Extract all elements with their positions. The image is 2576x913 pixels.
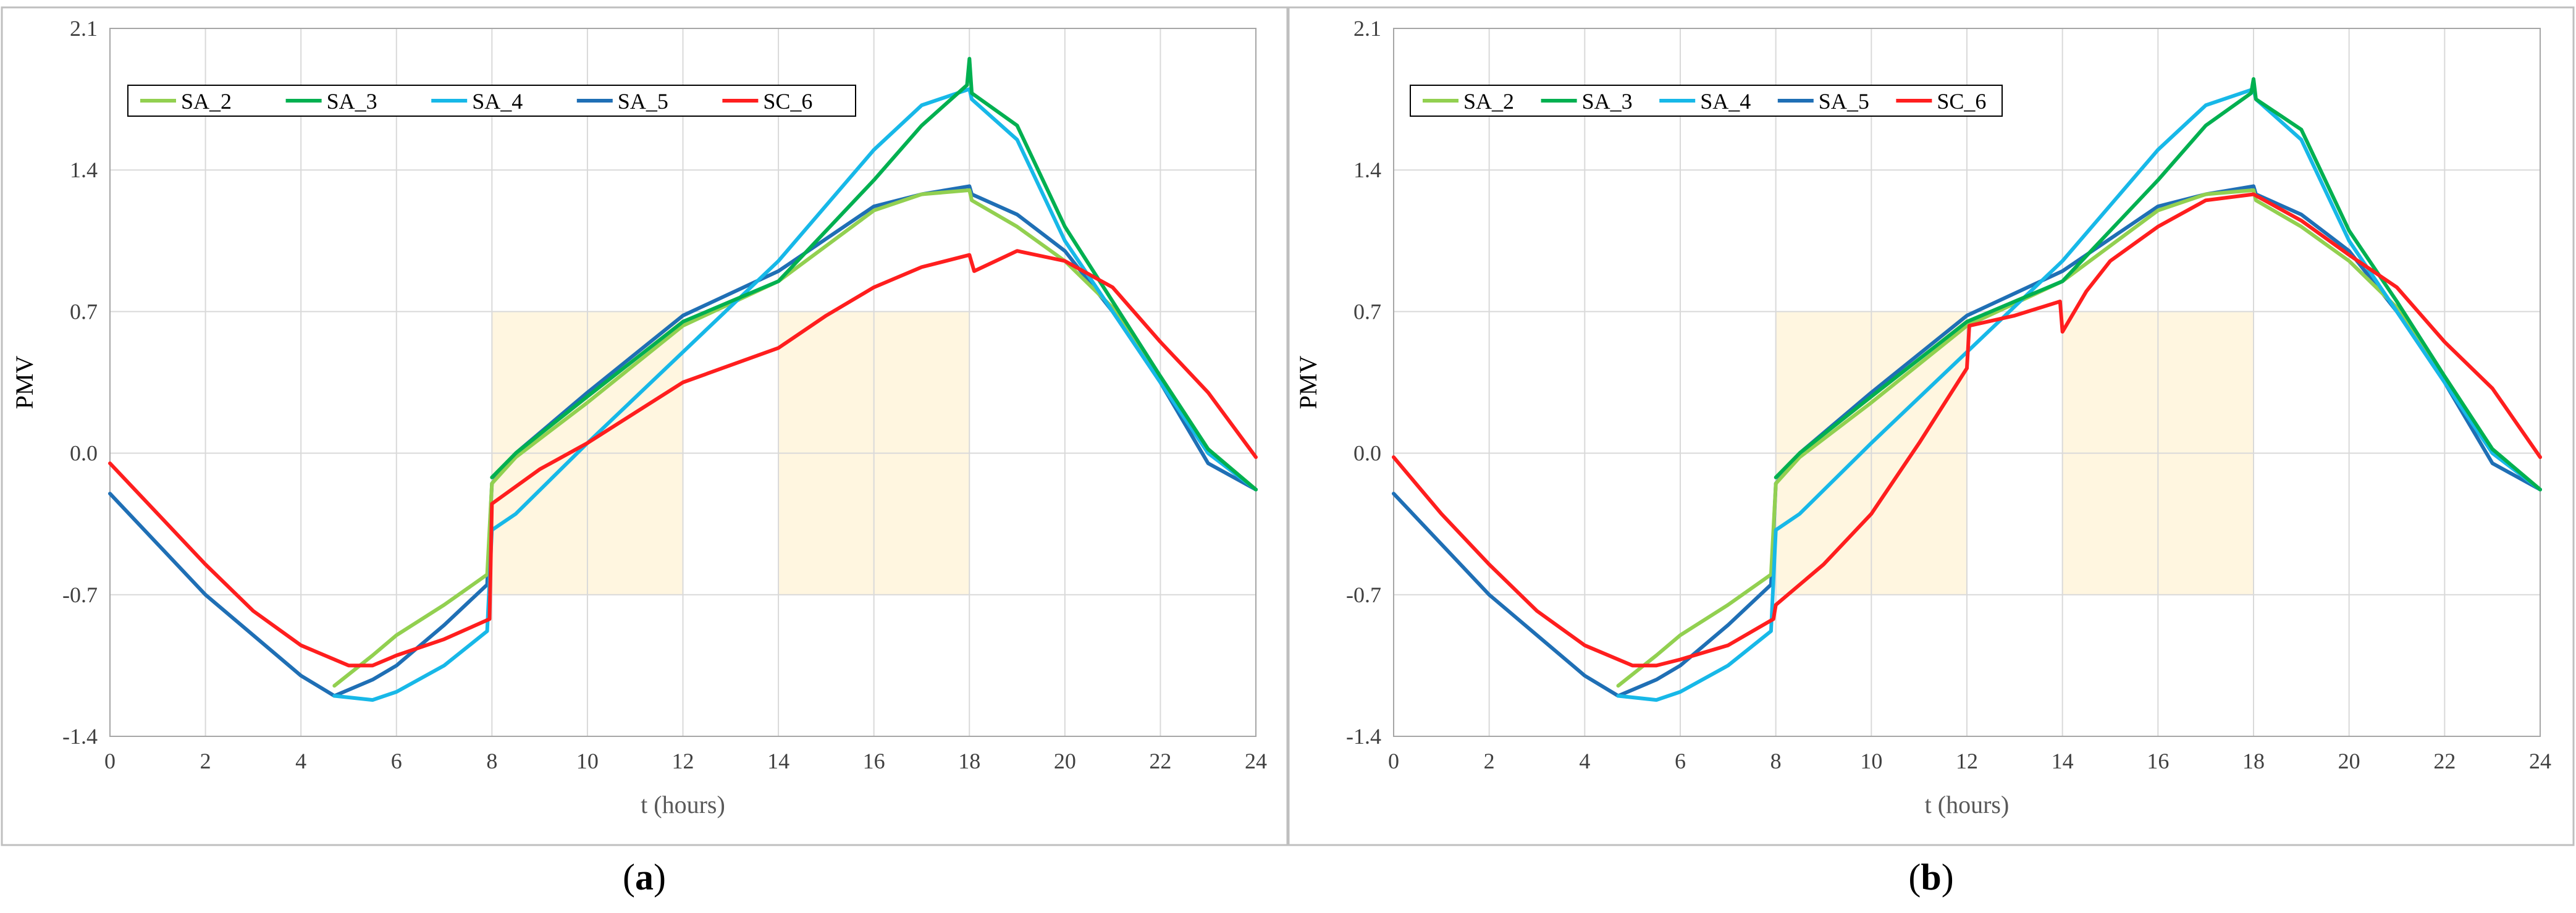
x-tick-label: 22: [2433, 749, 2456, 773]
x-tick-label: 6: [391, 749, 402, 773]
series-line-sa-3: [490, 57, 1258, 492]
x-axis-title: t (hours): [641, 791, 725, 818]
panel-label-close: ): [1942, 857, 1954, 898]
x-tick-label: 8: [1770, 749, 1782, 773]
legend-label-sc-6: SC_6: [763, 89, 812, 114]
y-tick-label: 0.7: [70, 299, 98, 324]
x-tick-label: 0: [1388, 749, 1399, 773]
x-tick-label: 14: [767, 749, 789, 773]
x-tick-label: 6: [1675, 749, 1686, 773]
x-tick-label: 4: [295, 749, 306, 773]
y-tick-label: 2.1: [1353, 16, 1381, 41]
x-tick-label: 10: [1860, 749, 1882, 773]
panel-label-letter: a: [635, 857, 654, 898]
legend-label-sa-5: SA_5: [1819, 89, 1869, 114]
y-tick-label: -0.7: [62, 583, 98, 607]
series-line-sa-4: [1616, 87, 2542, 702]
series-line-sa-3: [1774, 77, 2542, 492]
series-line-sc-6: [108, 249, 1258, 668]
x-tick-label: 18: [958, 749, 980, 773]
legend-label-sa-2: SA_2: [181, 89, 232, 114]
panel-label-close: ): [654, 857, 666, 898]
y-tick-label: -0.7: [1346, 583, 1381, 607]
panel-label-open: (: [623, 857, 635, 898]
panel-a-frame: [1, 6, 1289, 846]
x-tick-label: 2: [1484, 749, 1495, 773]
x-tick-label: 0: [104, 749, 116, 773]
y-tick-label: 0.7: [1353, 299, 1381, 324]
legend-label-sc-6: SC_6: [1937, 89, 1986, 114]
series-line-sc-6: [1392, 192, 2542, 668]
x-tick-label: 2: [200, 749, 211, 773]
y-axis-title: PMV: [11, 356, 38, 410]
panel-label: (b): [1908, 857, 1953, 898]
y-tick-label: 1.4: [1353, 158, 1381, 182]
legend-label-sa-3: SA_3: [1582, 89, 1633, 114]
x-tick-label: 20: [2338, 749, 2360, 773]
y-tick-label: -1.4: [1346, 724, 1381, 749]
y-axis-title: PMV: [1294, 356, 1322, 410]
y-tick-label: 0.0: [1353, 441, 1381, 466]
legend-label-sa-3: SA_3: [327, 89, 377, 114]
x-tick-label: 24: [2529, 749, 2551, 773]
x-tick-label: 8: [486, 749, 497, 773]
x-tick-label: 14: [2052, 749, 2074, 773]
y-tick-label: 2.1: [70, 16, 98, 41]
x-tick-label: 20: [1054, 749, 1076, 773]
panel-label: (a): [623, 857, 666, 898]
y-tick-label: 0.0: [70, 441, 98, 466]
panel-label-open: (: [1908, 857, 1921, 898]
legend-label-sa-4: SA_4: [472, 89, 523, 114]
x-tick-label: 18: [2242, 749, 2265, 773]
panel-b-frame: [1287, 6, 2575, 846]
y-tick-label: 1.4: [70, 158, 98, 182]
x-tick-label: 16: [863, 749, 885, 773]
x-tick-label: 22: [1149, 749, 1171, 773]
x-tick-label: 4: [1579, 749, 1590, 773]
x-tick-label: 12: [1956, 749, 1978, 773]
x-tick-label: 16: [2147, 749, 2169, 773]
panel-label-letter: b: [1921, 857, 1941, 898]
legend-label-sa-4: SA_4: [1700, 89, 1751, 114]
x-tick-label: 24: [1245, 749, 1267, 773]
panel-b: 0 2 4 6 8 10 12 14 16 18 20 22 24-1.4-0.70.00.71.42.…: [1287, 6, 2575, 846]
x-tick-label: 10: [576, 749, 599, 773]
series-line-sa-4: [332, 87, 1258, 702]
legend-label-sa-2: SA_2: [1463, 89, 1514, 114]
panel-a: 0 2 4 6 8 10 12 14 16 18 20 22 24-1.4-0.70.00.71.42.…: [1, 6, 1289, 846]
x-tick-label: 12: [672, 749, 694, 773]
legend-label-sa-5: SA_5: [618, 89, 668, 114]
x-axis-title: t (hours): [1925, 791, 2010, 818]
series-line-sa-5: [108, 184, 1258, 698]
y-tick-label: -1.4: [62, 724, 98, 749]
series-line-sa-5: [1392, 184, 2542, 698]
plot-border: [1393, 28, 2541, 737]
plot-border: [109, 28, 1256, 737]
